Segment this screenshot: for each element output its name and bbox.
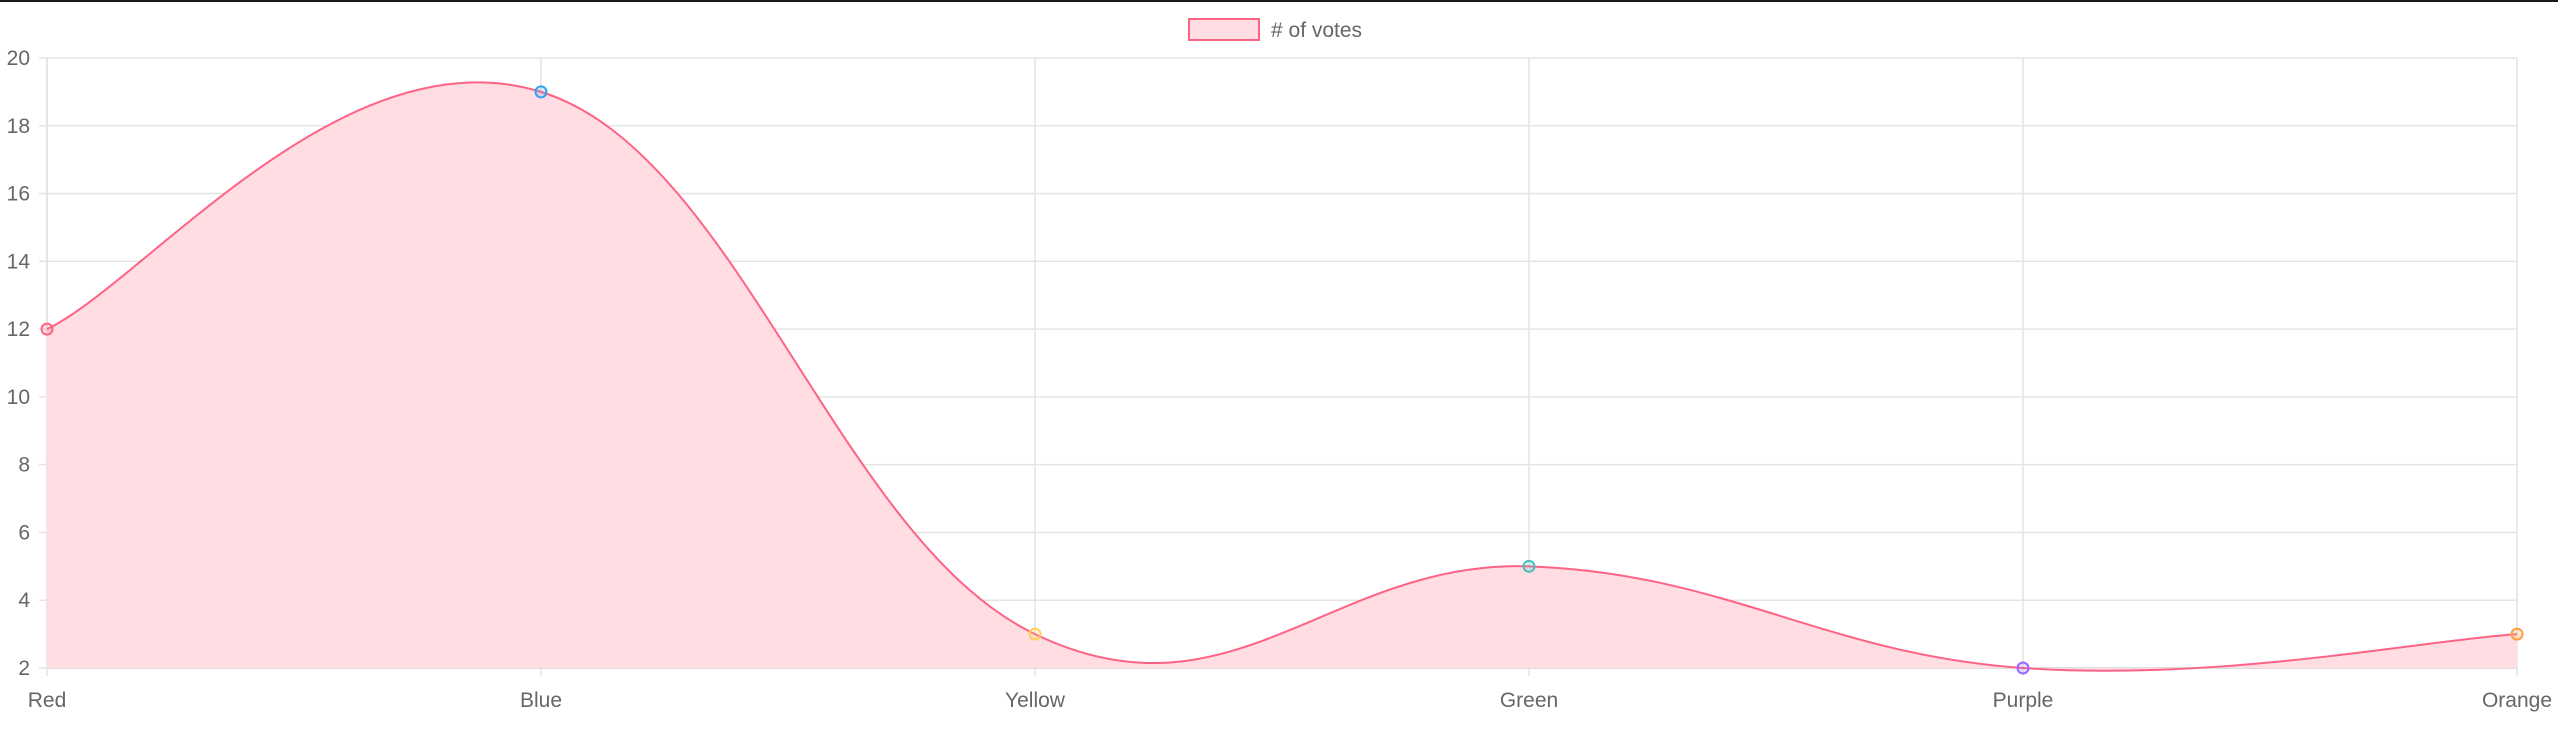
y-tick-label: 6 bbox=[18, 521, 30, 544]
area-line bbox=[46, 81, 2518, 672]
y-tick-label: 16 bbox=[7, 183, 30, 206]
y-tick-label: 14 bbox=[7, 250, 31, 273]
data-point bbox=[2510, 627, 2524, 641]
y-tick-label: 18 bbox=[7, 115, 30, 138]
x-tick-label: Blue bbox=[520, 689, 562, 712]
data-point bbox=[40, 322, 54, 336]
area-fill bbox=[47, 82, 2517, 671]
x-tick-label: Red bbox=[28, 689, 67, 712]
y-tick-label: 2 bbox=[18, 657, 30, 680]
data-points bbox=[40, 85, 2524, 675]
legend-swatch[interactable] bbox=[1188, 18, 1260, 41]
y-axis-ticks: 2 4 6 8 10 12 14 16 18 20 bbox=[7, 47, 31, 680]
y-tick-label: 4 bbox=[18, 589, 30, 612]
x-tick-label: Green bbox=[1500, 689, 1558, 712]
data-point bbox=[1522, 559, 1536, 573]
top-border bbox=[0, 0, 2558, 2]
y-tick-label: 8 bbox=[18, 454, 30, 477]
data-point bbox=[1028, 627, 1042, 641]
x-axis-ticks: Red Blue Yellow Green Purple Orange bbox=[28, 689, 2552, 712]
y-tick-label: 12 bbox=[7, 318, 30, 341]
x-tick-label: Purple bbox=[1993, 689, 2054, 712]
y-tick-label: 10 bbox=[7, 386, 30, 409]
y-tick-label: 20 bbox=[7, 47, 30, 70]
data-point bbox=[534, 85, 548, 99]
x-tick-label: Orange bbox=[2482, 689, 2552, 712]
x-tick-label: Yellow bbox=[1005, 689, 1066, 712]
legend[interactable]: # of votes bbox=[1188, 18, 1362, 42]
data-point bbox=[2016, 661, 2030, 675]
legend-label[interactable]: # of votes bbox=[1271, 19, 1362, 42]
